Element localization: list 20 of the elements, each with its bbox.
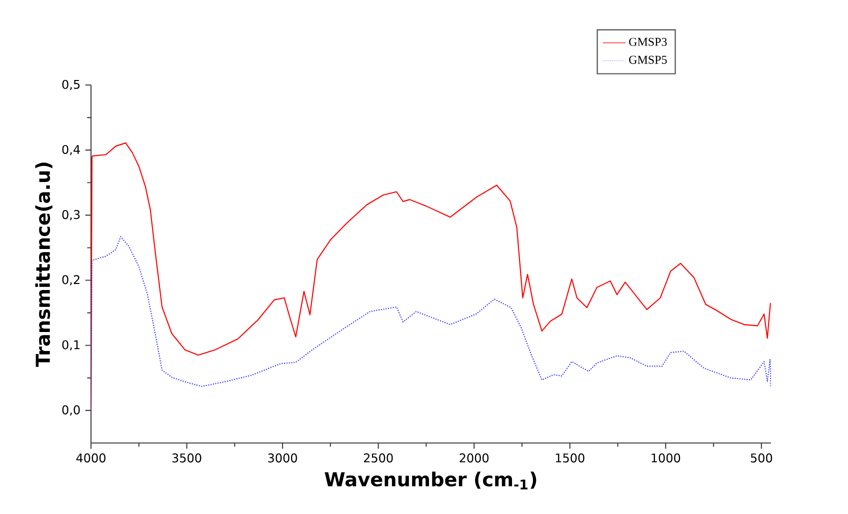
x-tick-label: 500 <box>750 453 772 462</box>
x-tick-label: 3500 <box>172 453 202 462</box>
y-axis-title: Transmittance(a.u) <box>35 162 52 367</box>
legend-label: GMSP3 <box>629 38 667 46</box>
y-tick-label: 0,2 <box>62 275 80 286</box>
legend-label: GMSP5 <box>629 56 667 64</box>
line-series <box>90 236 771 411</box>
y-tick-label: 0,4 <box>62 144 80 156</box>
y-tick-label: 0,1 <box>62 340 80 351</box>
x-tick-label: 4000 <box>76 453 106 462</box>
y-tick-label: 0,3 <box>62 210 80 220</box>
x-tick-label: 1000 <box>652 453 680 462</box>
x-tick-label: 1500 <box>556 453 584 462</box>
x-tick-label: 2000 <box>460 453 489 462</box>
x-tick-label: 2500 <box>364 453 393 462</box>
y-tick-label: 0,5 <box>62 80 80 90</box>
y-tick-label: 0,0 <box>62 405 80 416</box>
x-axis-title: Wavenumber (cm$_{-1}$) <box>324 472 536 490</box>
line-series <box>90 142 771 411</box>
x-tick-label: 3000 <box>268 453 298 462</box>
